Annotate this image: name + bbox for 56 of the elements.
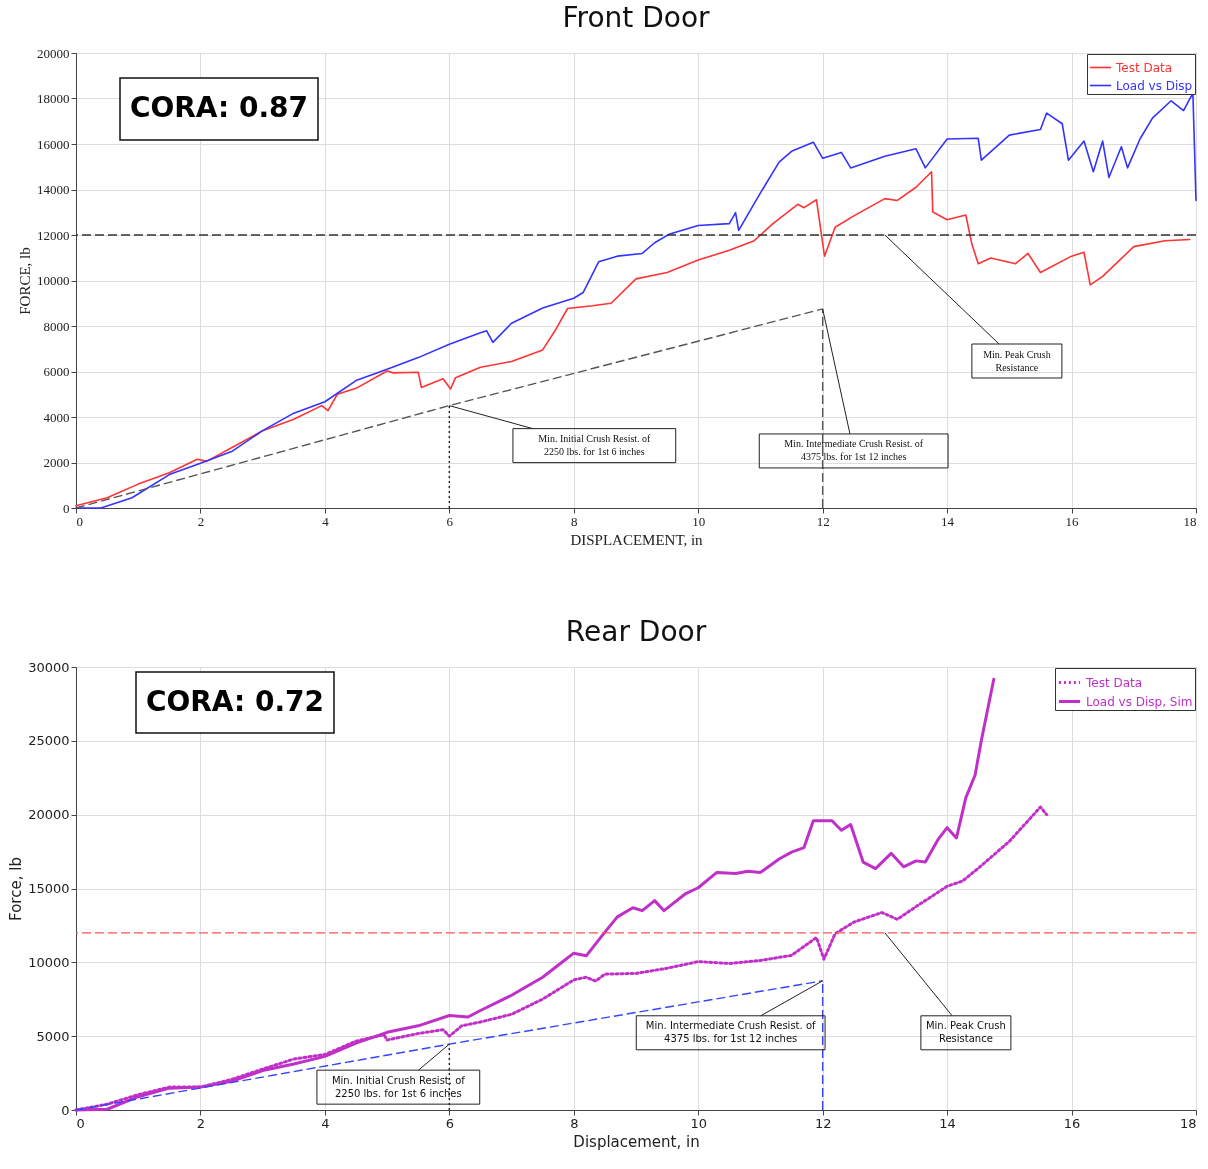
x-tick-label: 16 [1065, 513, 1080, 529]
y-tick-label: 14000 [37, 182, 70, 197]
x-tick-label: 10 [692, 513, 706, 529]
y-tick-label: 25000 [28, 733, 70, 749]
x-tick-label: 4 [321, 1115, 330, 1131]
x-tick-label: 14 [939, 1115, 956, 1131]
annotation: Min. Initial Crush Resist. of 2250 lbs. for 1st 6 inches [538, 433, 652, 458]
y-tick-label: 5000 [36, 1028, 70, 1044]
x-tick-label: 18 [1179, 1115, 1197, 1131]
annotation: Min. Peak Crush Resistance [983, 348, 1051, 373]
y-axis-title: FORCE, lb [17, 247, 33, 315]
y-tick-label: 10000 [37, 273, 70, 288]
x-tick-label: 10 [690, 1115, 707, 1131]
chart-title: Front Door [562, 1, 711, 34]
x-tick-label: 18 [1183, 513, 1197, 529]
y-tick-label: 8000 [43, 318, 70, 334]
x-tick-label: 12 [816, 513, 830, 529]
legend-label: Load vs Disp, Sim [1086, 694, 1193, 709]
x-axis-title: DISPLACEMENT, in [570, 531, 704, 548]
x-tick-label: 8 [570, 1115, 579, 1131]
y-tick-label: 10000 [28, 954, 70, 970]
y-tick-label: 20000 [28, 807, 70, 823]
legend-label: Test Data [1085, 675, 1143, 690]
x-tick-label: 2 [197, 513, 205, 529]
x-tick-label: 4 [322, 513, 330, 529]
y-axis-title: Force, lb [7, 857, 26, 921]
y-tick-label: 20000 [37, 45, 70, 61]
x-tick-label: 16 [1063, 1115, 1081, 1131]
x-tick-label: 2 [196, 1115, 206, 1131]
y-tick-label: 4000 [43, 409, 70, 425]
x-tick-label: 0 [76, 513, 83, 529]
y-tick-label: 0 [61, 1102, 70, 1118]
annotation: Min. Intermediate Crush Resist. of 4375 lbs. for 1st 12 inches [645, 1020, 816, 1045]
x-tick-label: 14 [941, 513, 955, 529]
y-tick-label: 6000 [43, 364, 70, 379]
y-tick-label: 0 [63, 500, 70, 516]
y-tick-label: 30000 [28, 659, 70, 675]
annotation: CORA: 0.72 [145, 684, 325, 718]
legend-label: Test Data [1115, 60, 1173, 75]
x-tick-label: 6 [446, 513, 454, 529]
x-tick-label: 0 [76, 1115, 85, 1131]
y-tick-label: 12000 [37, 227, 70, 243]
x-axis-title: Displacement, in [573, 1132, 700, 1151]
x-tick-label: 8 [571, 513, 578, 529]
x-tick-label: 12 [814, 1115, 832, 1131]
legend-label: Load vs Disp [1116, 78, 1193, 93]
x-tick-label: 6 [445, 1115, 454, 1131]
annotation: CORA: 0.87 [129, 91, 309, 124]
y-tick-label: 18000 [37, 91, 70, 106]
chart-title: Rear Door [565, 615, 707, 648]
y-tick-label: 2000 [43, 455, 70, 470]
y-tick-label: 16000 [37, 136, 70, 152]
annotation: Min. Initial Crush Resist. of 2250 lbs. for 1st 6 inches [331, 1074, 466, 1099]
y-tick-label: 15000 [28, 881, 70, 896]
annotation: Min. Peak Crush Resistance [925, 1020, 1006, 1045]
annotation: Min. Intermediate Crush Resist. of 4375 lbs. for 1st 12 inches [784, 438, 924, 463]
